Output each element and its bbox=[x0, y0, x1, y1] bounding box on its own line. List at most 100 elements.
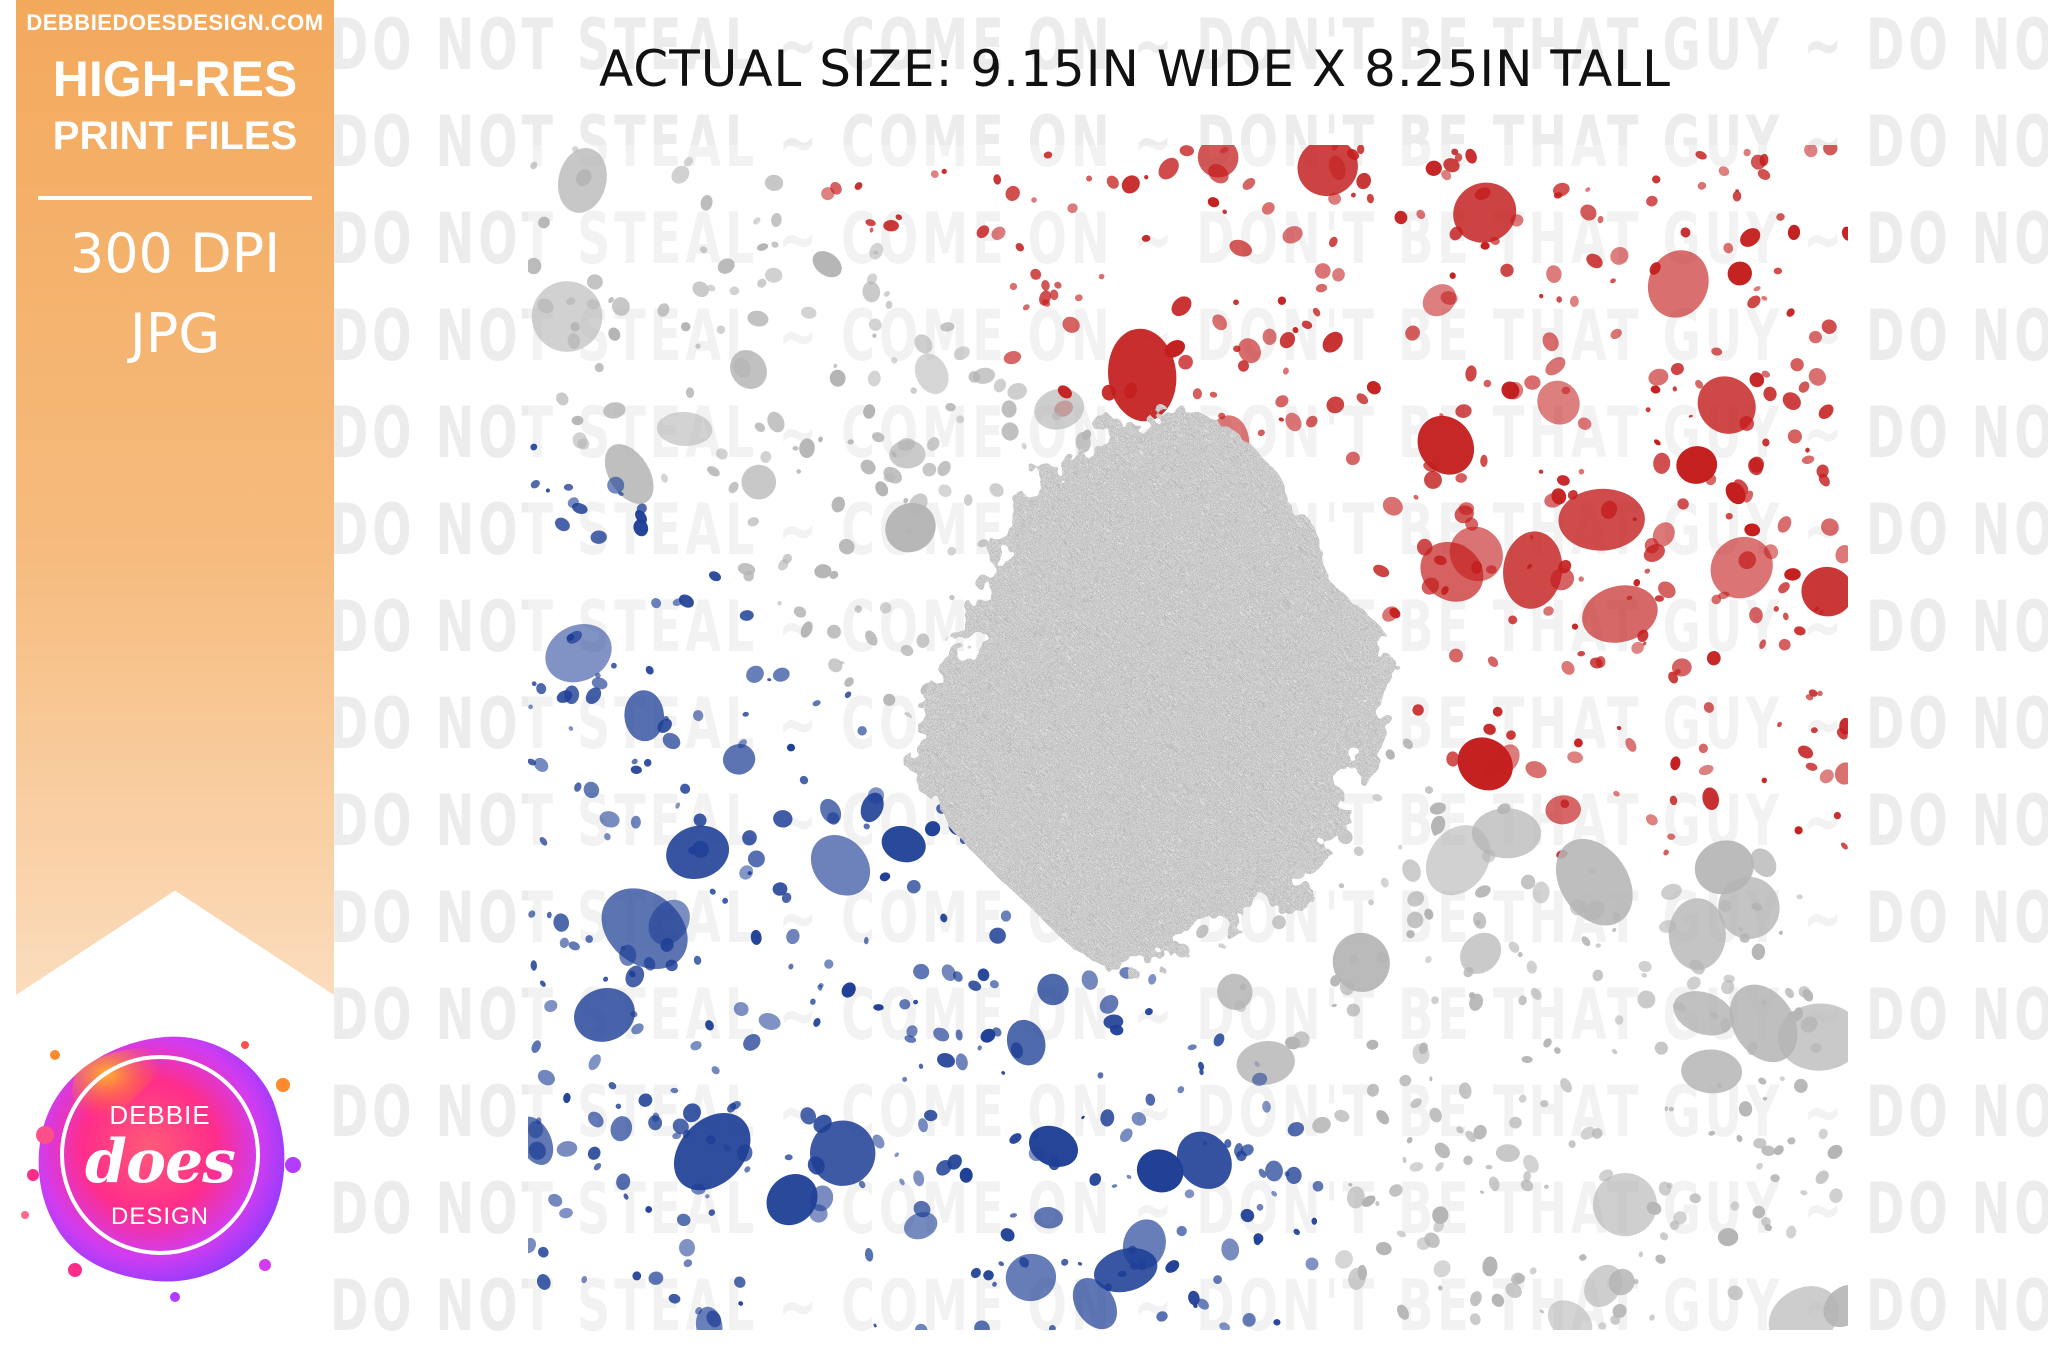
glitter-droplet bbox=[1613, 790, 1620, 797]
glitter-droplet bbox=[1532, 881, 1550, 904]
glitter-droplet bbox=[739, 865, 754, 880]
glitter-droplet bbox=[1539, 293, 1544, 299]
glitter-droplet bbox=[1680, 227, 1691, 238]
glitter-droplet bbox=[1198, 1061, 1205, 1071]
glitter-droplet bbox=[1337, 829, 1353, 845]
glitter-droplet bbox=[574, 782, 582, 792]
glitter-droplet bbox=[945, 402, 956, 412]
glitter-droplet bbox=[908, 493, 928, 515]
glitter-droplet bbox=[773, 810, 793, 828]
glitter-droplet bbox=[1782, 392, 1801, 410]
glitter-droplet bbox=[1612, 927, 1617, 933]
glitter-droplet bbox=[1840, 842, 1848, 850]
glitter-droplet bbox=[1794, 626, 1806, 636]
glitter-droplet bbox=[1743, 490, 1754, 503]
glitter-droplet bbox=[993, 378, 1007, 393]
glitter-droplet bbox=[1597, 215, 1604, 224]
glitter-droplet bbox=[709, 888, 716, 895]
glitter-droplet bbox=[956, 415, 965, 424]
glitter-droplet bbox=[1279, 331, 1296, 349]
glitter-droplet bbox=[1650, 385, 1661, 394]
glitter-droplet bbox=[938, 484, 952, 498]
glitter-droplet bbox=[1751, 902, 1763, 911]
glitter-droplet bbox=[708, 1209, 716, 1216]
glitter-droplet bbox=[531, 681, 537, 687]
glitter-droplet bbox=[868, 318, 882, 331]
glitter-droplet bbox=[1652, 522, 1675, 547]
glitter-droplet bbox=[567, 630, 582, 644]
glitter-droplet bbox=[1610, 1315, 1620, 1325]
glitter-droplet bbox=[1805, 762, 1818, 771]
glitter-droplet bbox=[1463, 966, 1474, 978]
glitter-droplet bbox=[1546, 265, 1562, 283]
glitter-droplet bbox=[1672, 1002, 1686, 1012]
glitter-droplet bbox=[1638, 1251, 1644, 1258]
glitter-droplet bbox=[1398, 844, 1403, 850]
glitter-droplet bbox=[711, 1066, 720, 1075]
glitter-droplet bbox=[1823, 145, 1838, 156]
glitter-droplet bbox=[1184, 1189, 1195, 1199]
glitter-droplet bbox=[1672, 386, 1678, 392]
glitter-droplet bbox=[700, 194, 713, 211]
glitter-droplet bbox=[581, 1275, 588, 1284]
glitter-droplet bbox=[1555, 838, 1633, 926]
glitter-droplet bbox=[747, 310, 769, 327]
glitter-droplet bbox=[812, 700, 821, 707]
glitter-droplet bbox=[1689, 1193, 1701, 1204]
glitter-droplet bbox=[753, 217, 761, 225]
glitter-droplet bbox=[1212, 314, 1227, 331]
glitter-droplet bbox=[1698, 764, 1714, 776]
splash-artwork-image bbox=[528, 145, 1848, 1330]
glitter-droplet bbox=[1491, 1293, 1505, 1307]
glitter-droplet bbox=[1823, 1284, 1848, 1328]
glitter-droplet bbox=[1779, 1076, 1785, 1082]
glitter-droplet bbox=[1373, 564, 1390, 578]
glitter-droplet bbox=[1100, 1109, 1115, 1127]
logo-word-bottom: DESIGN bbox=[110, 1203, 209, 1230]
glitter-droplet bbox=[1432, 827, 1438, 836]
glitter-droplet bbox=[1332, 268, 1345, 282]
glitter-droplet bbox=[1441, 169, 1452, 181]
glitter-droplet bbox=[1402, 859, 1421, 882]
glitter-droplet bbox=[1156, 1311, 1168, 1322]
glitter-droplet bbox=[757, 278, 767, 288]
glitter-droplet bbox=[863, 404, 876, 419]
glitter-droplet bbox=[1753, 286, 1761, 292]
glitter-droplet bbox=[546, 911, 552, 919]
glitter-droplet bbox=[894, 1152, 899, 1158]
size-caption: ACTUAL SIZE: 9.15IN WIDE X 8.25IN TALL bbox=[598, 40, 1672, 98]
glitter-droplet bbox=[1454, 505, 1474, 524]
glitter-droplet bbox=[867, 370, 881, 387]
glitter-droplet bbox=[1702, 787, 1720, 810]
glitter-droplet bbox=[1612, 911, 1621, 922]
glitter-droplet bbox=[810, 1120, 876, 1186]
glitter-droplet bbox=[1273, 1319, 1281, 1326]
glitter-droplet bbox=[1238, 338, 1261, 364]
glitter-droplet bbox=[1818, 404, 1834, 420]
glitter-droplet bbox=[1663, 849, 1669, 856]
glitter-droplet bbox=[691, 1183, 706, 1195]
glitter-droplet bbox=[716, 325, 726, 334]
glitter-droplet bbox=[754, 422, 766, 432]
glitter-droplet bbox=[1412, 704, 1424, 716]
glitter-droplet bbox=[1001, 400, 1017, 418]
glitter-droplet bbox=[786, 928, 800, 945]
brand-logo: DEBBIE does DESIGN bbox=[15, 1015, 305, 1305]
glitter-droplet bbox=[844, 677, 854, 687]
glitter-droplet bbox=[1544, 1184, 1549, 1189]
glitter-droplet bbox=[933, 1027, 950, 1042]
glitter-droplet bbox=[1523, 1154, 1539, 1173]
glitter-droplet bbox=[1261, 202, 1275, 215]
glitter-droplet bbox=[1497, 803, 1511, 815]
glitter-droplet bbox=[989, 980, 999, 989]
glitter-droplet bbox=[1376, 1110, 1390, 1125]
glitter-droplet bbox=[924, 821, 941, 837]
glitter-droplet bbox=[1821, 319, 1837, 334]
glitter-droplet bbox=[528, 1120, 544, 1139]
glitter-droplet bbox=[680, 783, 691, 794]
glitter-droplet bbox=[1021, 442, 1027, 450]
glitter-droplet bbox=[913, 999, 919, 1005]
glitter-droplet bbox=[1579, 1254, 1587, 1261]
glitter-droplet bbox=[683, 1259, 693, 1268]
glitter-droplet bbox=[1739, 933, 1750, 943]
